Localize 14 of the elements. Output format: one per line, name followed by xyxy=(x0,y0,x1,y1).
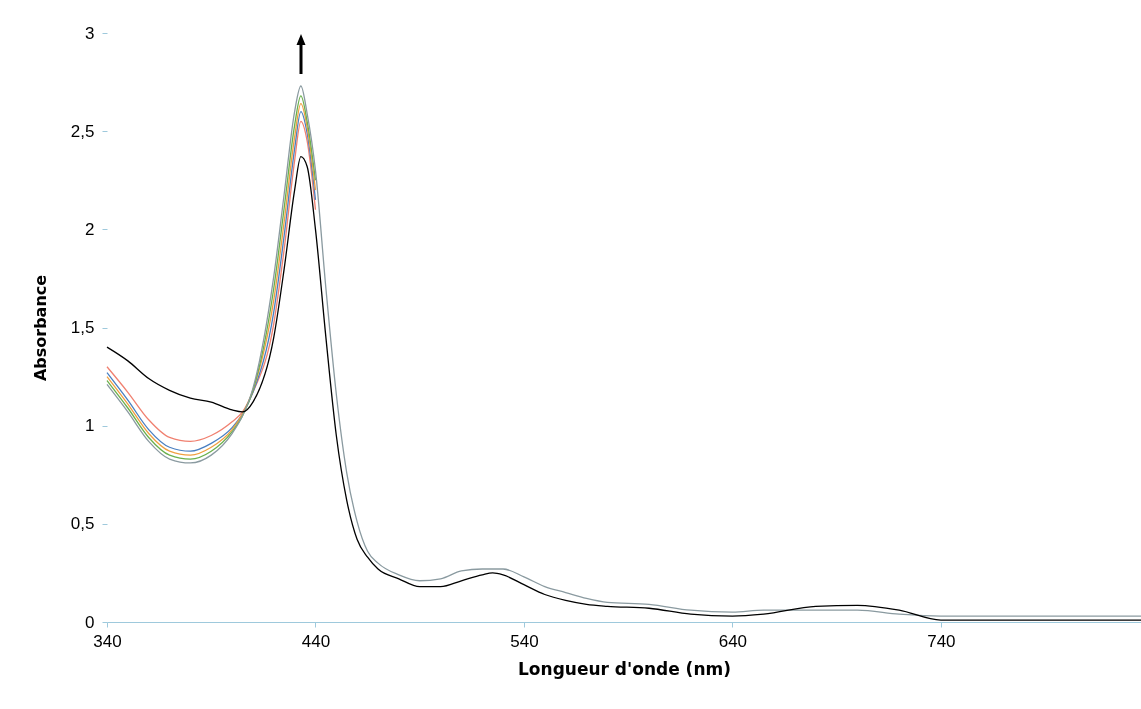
y-tick-label: 0,5 xyxy=(70,514,95,534)
y-tick-label: 1,5 xyxy=(70,318,95,337)
x-tick-label: 540 xyxy=(510,631,539,651)
x-tick-label: 740 xyxy=(927,631,956,651)
y-tick-label: 3 xyxy=(85,23,95,43)
x-axis-title: Longueur d'onde (nm) xyxy=(518,658,731,679)
x-tick-label: 440 xyxy=(301,631,331,651)
x-tick-label: 640 xyxy=(718,631,748,651)
y-tick-label: 0 xyxy=(85,612,95,632)
y-tick-label: 1 xyxy=(85,416,95,436)
x-tick-label: 340 xyxy=(93,631,122,651)
y-tick-label: 2 xyxy=(85,219,95,239)
y-tick-label: 2,5 xyxy=(70,121,95,141)
y-axis-title: Absorbance xyxy=(30,274,50,382)
